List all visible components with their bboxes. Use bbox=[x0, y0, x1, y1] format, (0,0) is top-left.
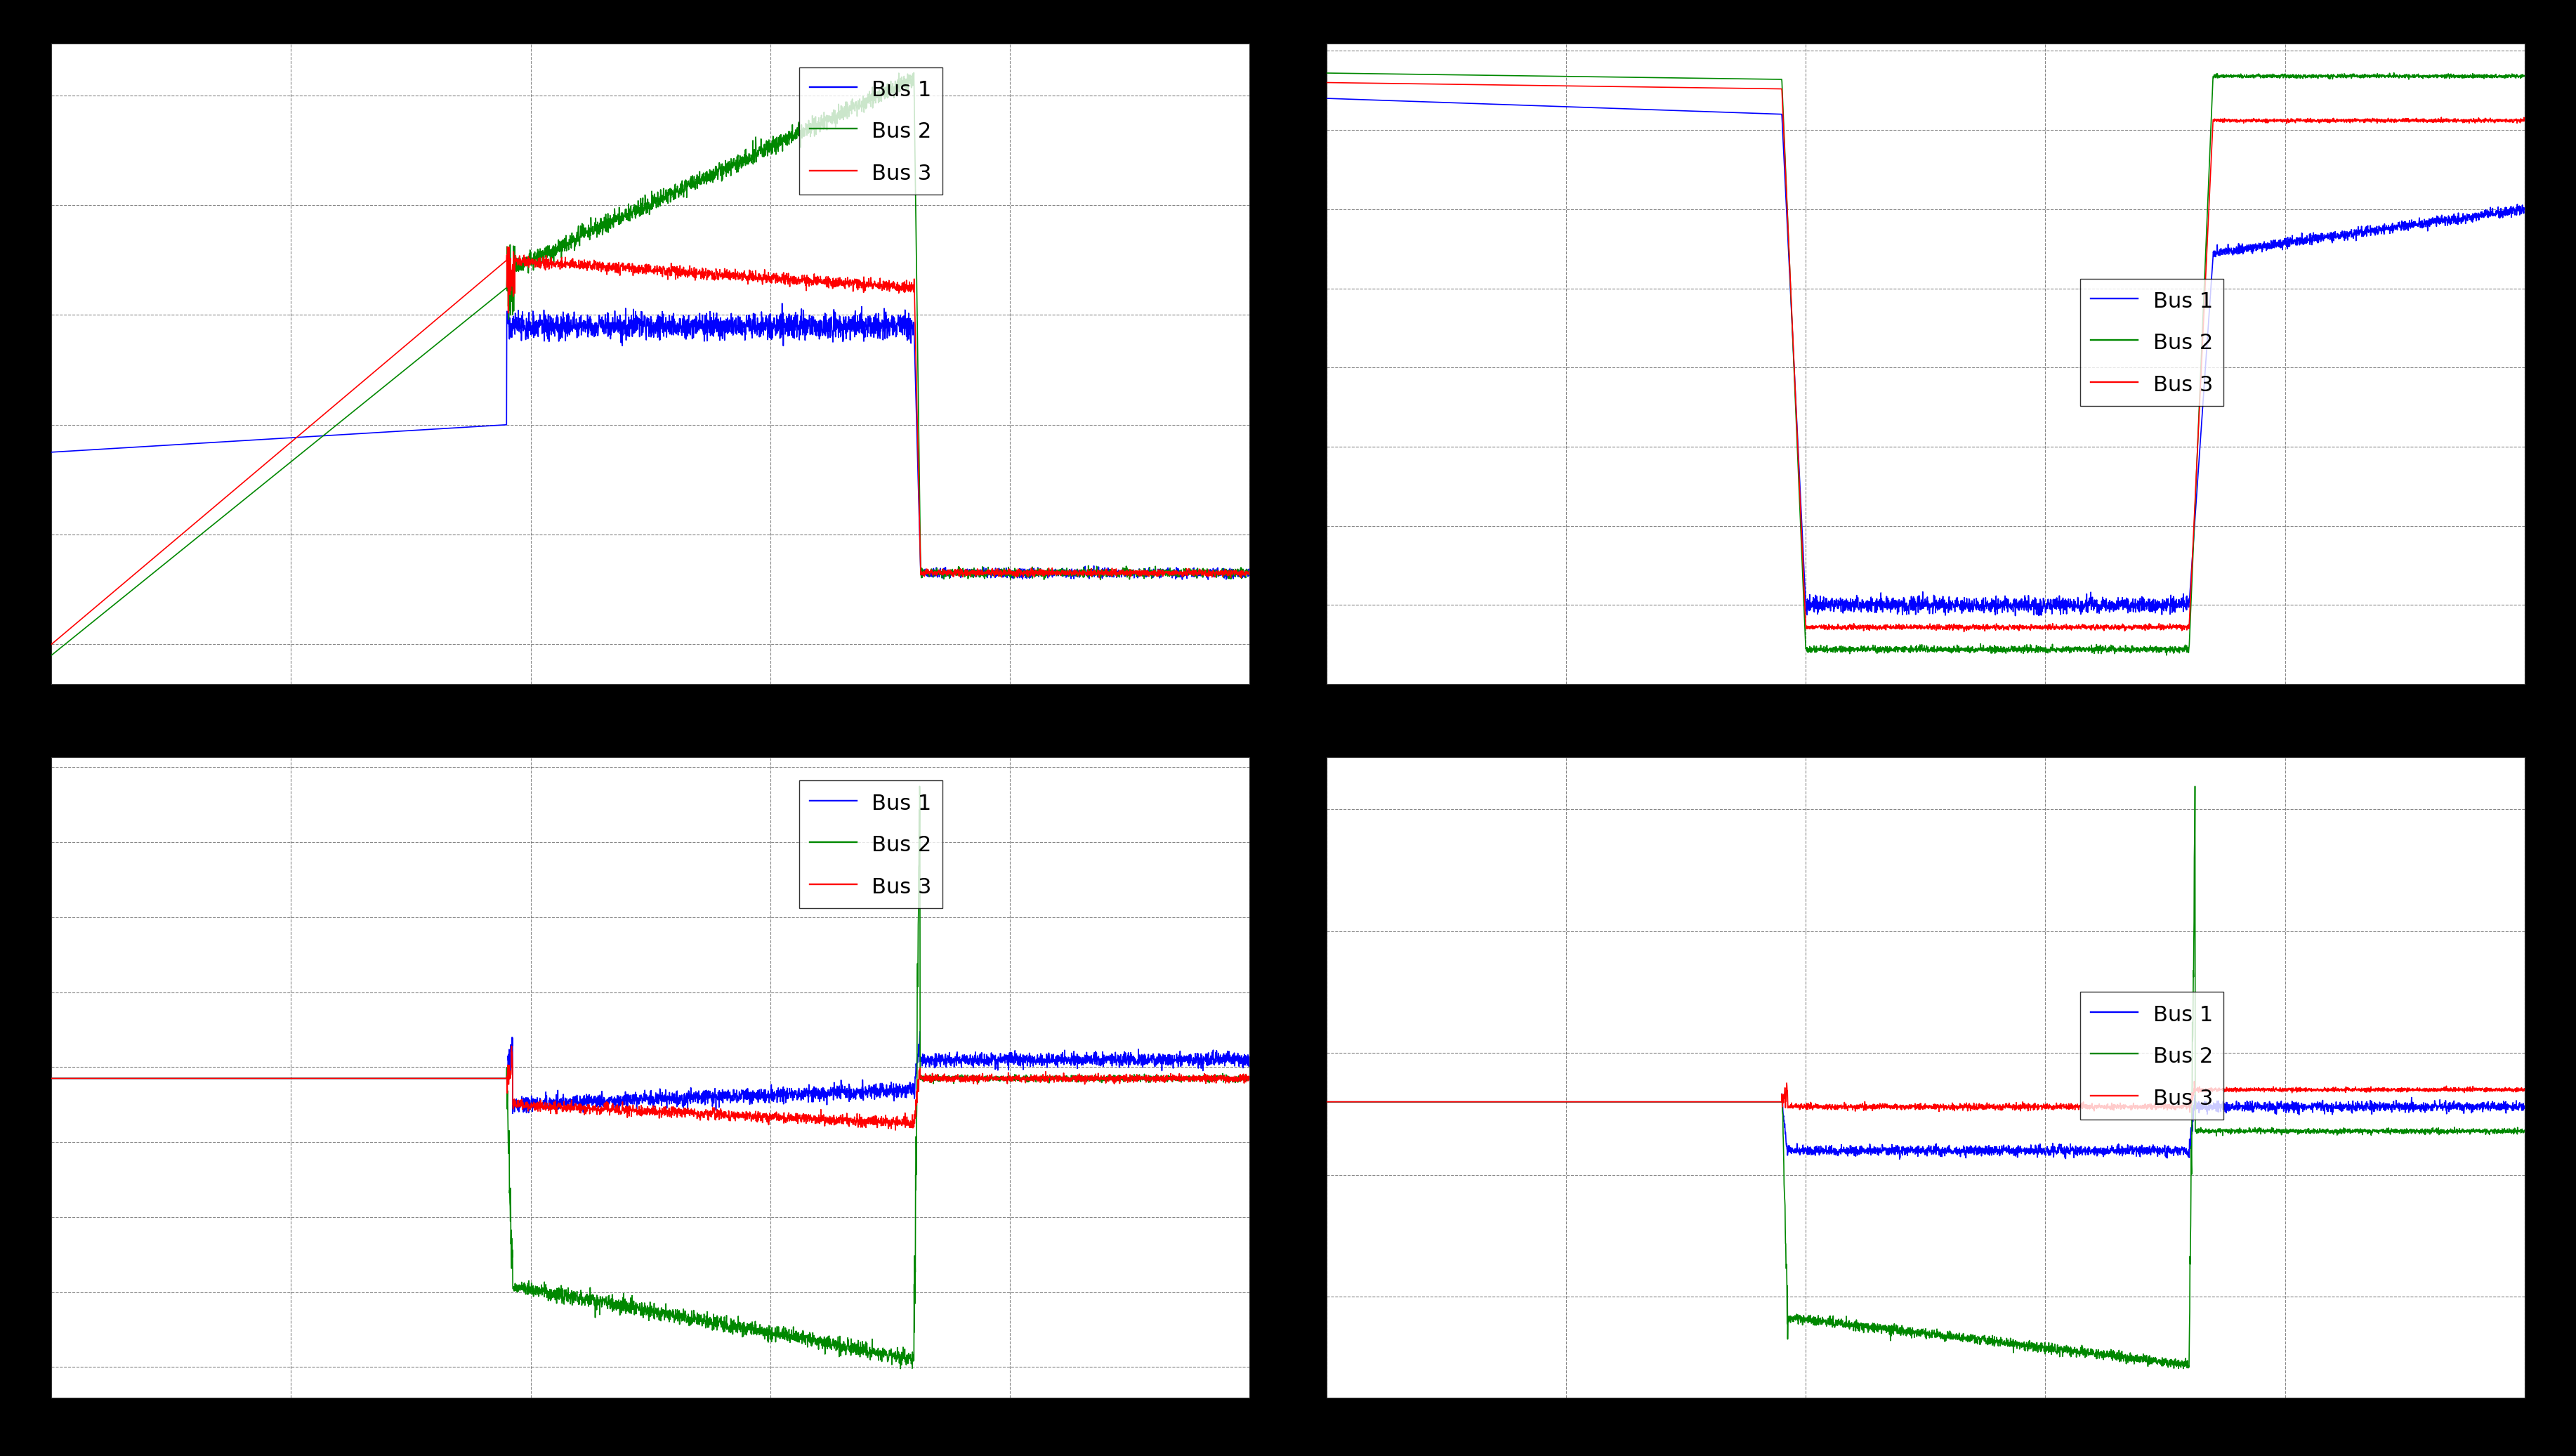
Legend: Bus 1, Bus 2, Bus 3: Bus 1, Bus 2, Bus 3 bbox=[799, 67, 943, 195]
Legend: Bus 1, Bus 2, Bus 3: Bus 1, Bus 2, Bus 3 bbox=[799, 780, 943, 909]
Legend: Bus 1, Bus 2, Bus 3: Bus 1, Bus 2, Bus 3 bbox=[2079, 992, 2223, 1120]
Legend: Bus 1, Bus 2, Bus 3: Bus 1, Bus 2, Bus 3 bbox=[2079, 278, 2223, 406]
